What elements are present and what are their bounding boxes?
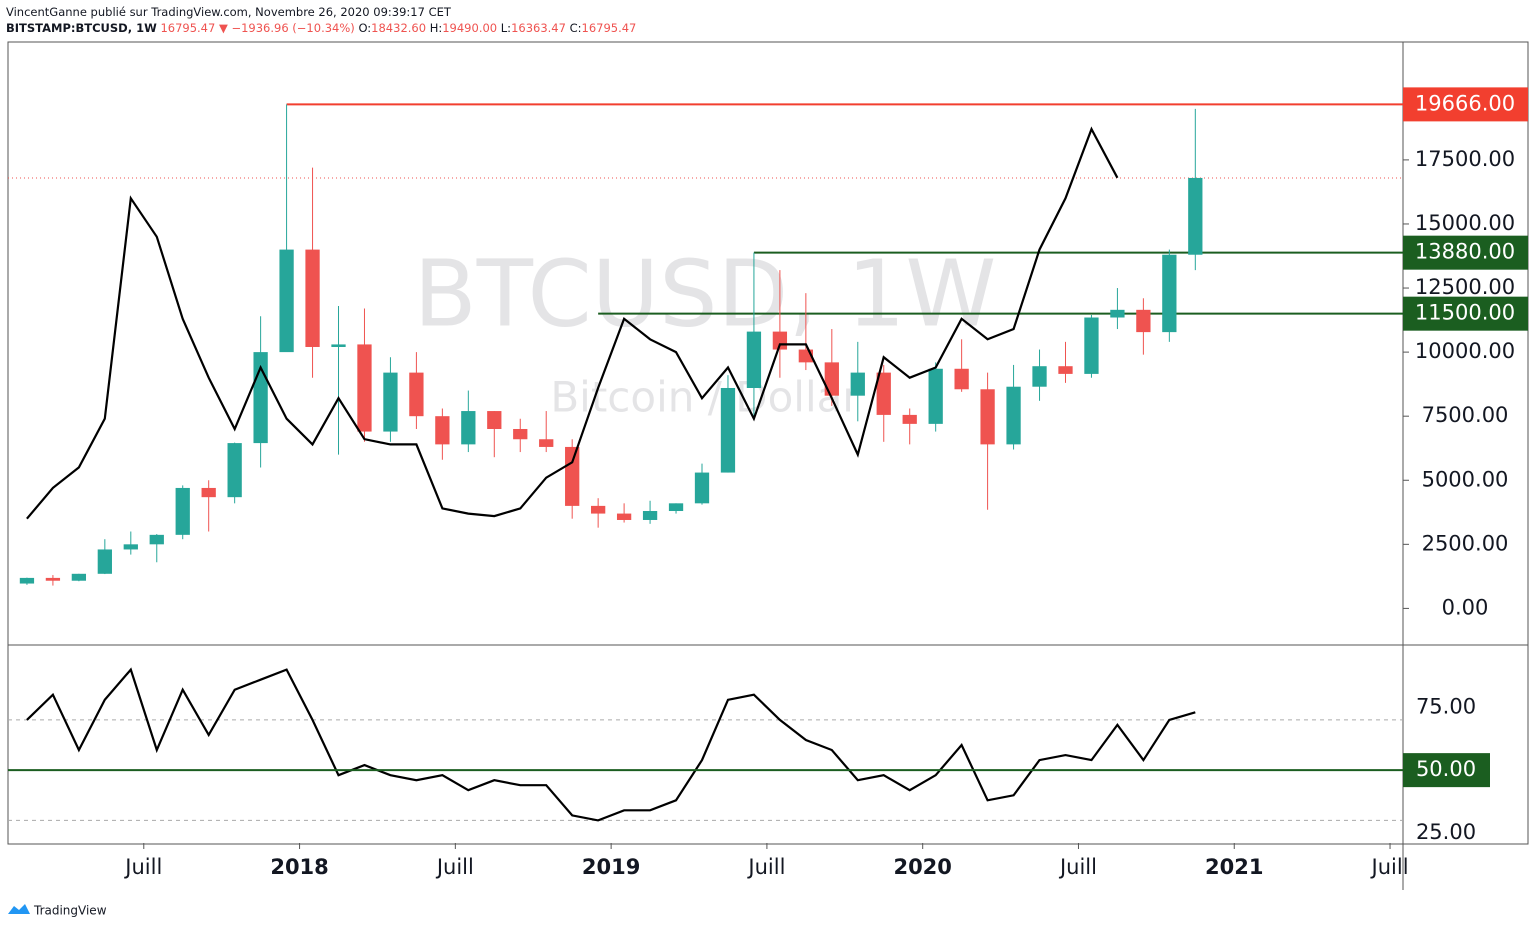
logo <box>8 904 30 914</box>
header: VincentGanne publié sur TradingView.com,… <box>6 4 636 36</box>
level-box <box>1403 87 1528 122</box>
x-tick-label: Juill <box>1058 855 1097 879</box>
author-line: VincentGanne publié sur TradingView.com,… <box>6 5 451 19</box>
candle-body <box>746 331 762 388</box>
candle-body <box>513 428 528 440</box>
candle-body <box>1110 309 1125 318</box>
symbol: BITSTAMP:BTCUSD, 1W <box>6 21 157 35</box>
candle-body <box>149 534 164 545</box>
y-tick-label: 15000.00 <box>1415 211 1515 235</box>
y-tick-label: 7500.00 <box>1422 403 1509 427</box>
overlay-line <box>26 126 1119 520</box>
candle-body <box>539 439 554 447</box>
candle-body <box>19 577 35 584</box>
rsi-level-label: 50.00 <box>1416 757 1476 781</box>
candle-body <box>824 362 839 396</box>
candle-body <box>1188 177 1203 255</box>
candle-body <box>1136 309 1151 333</box>
level-label: 11500.00 <box>1415 301 1515 325</box>
candle-body <box>201 487 216 498</box>
candle-body <box>279 249 294 353</box>
watermark-sub: Bitcoin / Dollar <box>550 373 860 422</box>
ohlc-key: C: <box>569 21 582 35</box>
x-tick-label: Juill <box>435 855 474 879</box>
candle-body <box>357 344 372 432</box>
candle-body <box>1006 386 1021 445</box>
x-tick-label: Juill <box>746 855 785 879</box>
candle-body <box>97 549 112 574</box>
y-tick-label: 5000.00 <box>1422 467 1509 491</box>
ohlc-value: 16795.47 <box>581 21 637 35</box>
candle-body <box>591 505 606 514</box>
x-tick-label: 2020 <box>893 855 951 879</box>
y-tick-label: 0.00 <box>1442 595 1489 619</box>
ohlc-key: O: <box>358 21 372 35</box>
candle-body <box>461 411 476 445</box>
level-box <box>1403 296 1528 331</box>
candle-body <box>435 416 450 445</box>
ohlc: O:18432.60 H:19490.00 L:16363.47 C:16795… <box>358 21 636 35</box>
rsi-tick-label: 75.00 <box>1416 694 1476 718</box>
candle-body <box>227 443 242 498</box>
candle-body <box>1032 366 1047 387</box>
ohlc-value: 18432.60 <box>371 21 427 35</box>
quote: 16795.47 ▼ −1936.96 (−10.34%) <box>160 21 355 35</box>
price-pane <box>8 103 1403 586</box>
candle-body <box>45 577 61 581</box>
candle-body <box>565 446 580 506</box>
candle-body <box>902 414 917 424</box>
rsi-level-box <box>1403 753 1490 788</box>
candle-body <box>305 249 320 347</box>
candle-body <box>1162 254 1177 333</box>
x-tick-label: 2021 <box>1205 855 1263 879</box>
y-tick-label: 12500.00 <box>1415 275 1515 299</box>
level-box <box>1403 235 1528 270</box>
quote-line: BITSTAMP:BTCUSD, 1W 16795.47 ▼ −1936.96 … <box>6 20 636 36</box>
level-label: 19666.00 <box>1415 91 1515 115</box>
candle-body <box>876 372 891 415</box>
ohlc-value: 19490.00 <box>442 21 498 35</box>
candle-body <box>954 368 969 390</box>
candle-body <box>850 372 865 396</box>
y-tick-label: 17500.00 <box>1415 147 1515 171</box>
rsi-line <box>26 667 1196 822</box>
candle-body <box>331 344 346 347</box>
candle-body <box>980 389 995 445</box>
candle-body <box>409 372 424 417</box>
x-tick-label: 2019 <box>582 855 640 879</box>
y-tick-label: 10000.00 <box>1415 339 1515 363</box>
footer: TradingView <box>33 904 107 918</box>
x-tick-label: Juill <box>1370 855 1409 879</box>
level-label: 13880.00 <box>1415 240 1515 264</box>
ohlc-key: H: <box>429 21 443 35</box>
candle-body <box>928 368 943 424</box>
watermark: BTCUSD, 1W <box>414 240 997 347</box>
ohlc-key: L: <box>500 21 512 35</box>
frame <box>7 41 1529 845</box>
candle-body <box>668 503 684 512</box>
rsi-tick-label: 25.00 <box>1416 820 1476 844</box>
candle-body <box>694 472 710 504</box>
rsi-pane <box>8 667 1403 822</box>
candle-body <box>71 573 87 581</box>
candle-body <box>487 411 502 429</box>
candle-body <box>1084 317 1099 374</box>
x-tick-label: Juill <box>123 855 162 879</box>
y-tick-label: 2500.00 <box>1422 531 1509 555</box>
x-tick-label: 2018 <box>270 855 328 879</box>
candle-body <box>1058 366 1073 374</box>
ohlc-value: 16363.47 <box>511 21 566 35</box>
candle-body <box>383 372 398 432</box>
candle-body <box>642 511 658 520</box>
candle-body <box>720 387 736 473</box>
candle-body <box>616 513 632 520</box>
axes: 0.00 2500.00 5000.00 7500.00 10000.00 12500.0… <box>8 87 1528 879</box>
candle-body <box>123 544 138 550</box>
candle-body <box>175 487 190 535</box>
